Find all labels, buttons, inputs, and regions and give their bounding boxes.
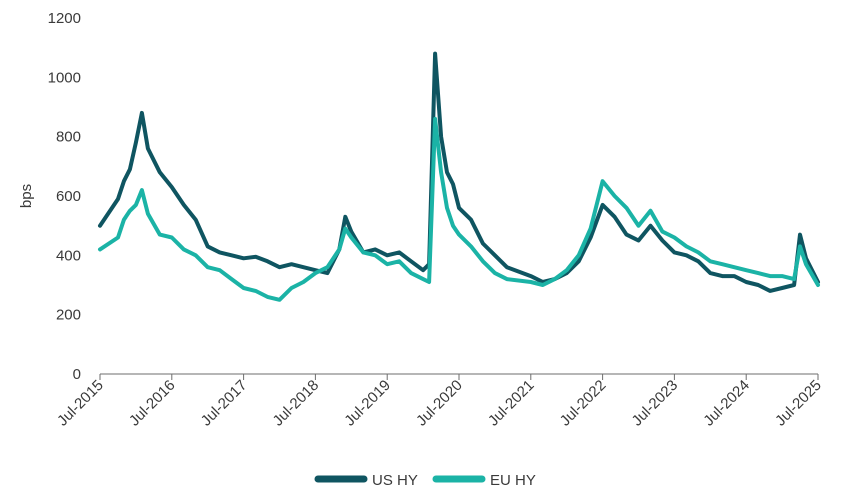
y-tick-label: 400 [56,247,81,264]
series-line-eu-hy [98,116,820,302]
y-tick-label: 1200 [48,10,81,27]
x-tick-label: Jul-2025 [772,377,825,430]
x-tick-label: Jul-2021 [485,377,538,430]
x-tick-label: Jul-2022 [557,377,610,430]
legend-item: EU HY [432,472,536,489]
series-line-us-hy [98,51,820,293]
y-tick-label: 1000 [48,69,81,86]
x-tick-label: Jul-2024 [700,377,753,430]
x-tick-label: Jul-2017 [198,377,251,430]
y-tick-label: 0 [73,366,81,383]
x-tick-label: Jul-2023 [629,377,682,430]
x-tick-label: Jul-2015 [54,377,107,430]
x-tick-label: Jul-2016 [126,377,179,430]
x-axis: Jul-2015 Jul-2016 Jul-2017 Jul-2018 Jul-2019… [54,373,825,430]
x-tick-label: Jul-2019 [341,377,394,430]
series-layer [98,51,820,302]
y-axis: 0 200 400 600 800 1000 1200 [48,10,81,383]
legend-label: US HY [372,472,418,489]
x-tick-label: Jul-2018 [270,377,323,430]
y-tick-label: 200 [56,307,81,324]
y-tick-label: 800 [56,129,81,146]
y-tick-label: 600 [56,188,81,205]
legend-item: US HY [314,472,418,489]
legend: US HY EU HY [314,472,536,489]
y-axis-label: bps [18,184,35,208]
legend-label: EU HY [490,472,536,489]
x-tick-label: Jul-2020 [413,377,466,430]
